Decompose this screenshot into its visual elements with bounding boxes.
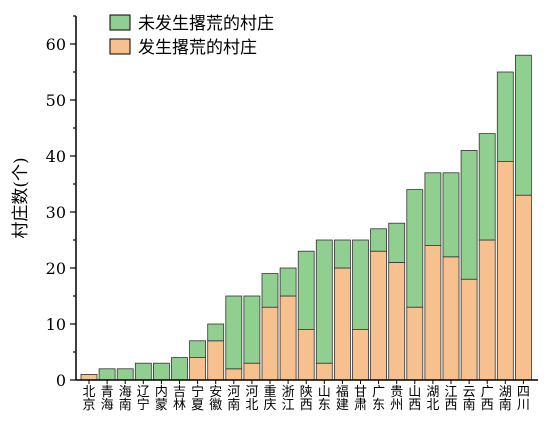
x-tick-label-10: 重庆: [263, 384, 276, 413]
y-tick-label-30: 30: [46, 203, 66, 222]
bar-abandoned-13: [315, 362, 333, 381]
bar-not-abandoned-19: [424, 172, 442, 247]
bar-not-abandoned-14: [333, 239, 351, 269]
bar-abandoned-8: [225, 368, 243, 381]
bar-abandoned-22: [478, 239, 496, 381]
x-tick-label-6: 宁夏: [191, 384, 204, 413]
bar-abandoned-6: [189, 357, 207, 381]
x-tick-label-15: 甘肃: [354, 385, 367, 413]
x-tick-label-17: 贵州: [390, 385, 403, 413]
x-tick-label-4: 内蒙: [155, 384, 168, 413]
bar-not-abandoned-10: [261, 273, 279, 308]
bar-abandoned-17: [388, 261, 406, 381]
y-axis-label-layer: 村庄数(个): [11, 157, 31, 238]
x-tick-label-7: 安徽: [209, 385, 222, 413]
bar-not-abandoned-6: [189, 340, 207, 358]
bar-not-abandoned-1: [98, 368, 116, 381]
y-ticks-layer: 0 10 20 30 40 50 60: [46, 15, 76, 390]
y-tick-label-50: 50: [46, 91, 66, 110]
bar-not-abandoned-12: [297, 250, 315, 330]
bar-abandoned-0: [80, 373, 98, 381]
bar-abandoned-16: [370, 250, 388, 381]
bar-not-abandoned-4: [152, 362, 170, 381]
x-tick-label-16: 广东: [372, 385, 385, 413]
x-labels-layer: 北京青海海南辽宁内蒙吉林宁夏安徽河南河北重庆浙江陕西山东福建甘肃广东贵州山西湖北…: [82, 384, 529, 413]
bar-not-abandoned-18: [406, 189, 424, 308]
legend-swatch-abandoned: [109, 38, 131, 55]
x-tick-label-21: 云南: [463, 385, 476, 413]
bar-not-abandoned-7: [207, 323, 225, 342]
bar-not-abandoned-22: [478, 133, 496, 241]
bar-not-abandoned-5: [171, 357, 188, 381]
x-tick-label-1: 青海: [101, 385, 114, 413]
legend-label-abandoned: 发生撂荒的村庄: [138, 38, 257, 58]
x-tick-label-2: 海南: [119, 385, 132, 413]
x-tick-label-23: 湖南: [499, 385, 512, 413]
legend: 未发生撂荒的村庄 发生撂荒的村庄: [109, 14, 274, 58]
bar-abandoned-24: [515, 194, 532, 381]
x-tick-label-9: 河北: [245, 385, 258, 413]
x-tick-label-3: 辽宁: [137, 385, 150, 413]
legend-label-not-abandoned: 未发生撂荒的村庄: [138, 14, 274, 34]
bar-not-abandoned-2: [116, 368, 134, 381]
x-tick-label-11: 浙江: [282, 385, 295, 413]
bars-layer: [80, 54, 532, 384]
bar-abandoned-19: [424, 245, 442, 381]
bar-not-abandoned-21: [460, 149, 478, 280]
bar-not-abandoned-20: [442, 172, 460, 258]
y-tick-label-40: 40: [46, 147, 66, 166]
bar-abandoned-18: [406, 306, 424, 381]
bar-not-abandoned-15: [352, 239, 369, 330]
bar-abandoned-20: [442, 256, 460, 381]
y-axis-label: 村庄数(个): [11, 157, 31, 238]
bar-not-abandoned-9: [243, 295, 261, 364]
bar-abandoned-15: [352, 329, 369, 381]
x-tick-label-12: 陕西: [300, 385, 313, 413]
bar-not-abandoned-16: [370, 228, 388, 252]
x-tick-label-18: 山西: [408, 385, 421, 413]
bar-abandoned-7: [207, 340, 225, 381]
bar-abandoned-10: [261, 306, 279, 381]
bar-not-abandoned-17: [388, 222, 406, 263]
y-tick-label-20: 20: [46, 259, 66, 278]
bar-not-abandoned-24: [515, 54, 532, 196]
bar-not-abandoned-3: [134, 362, 152, 381]
x-tick-label-13: 山东: [318, 385, 331, 413]
bar-not-abandoned-13: [315, 239, 333, 364]
x-tick-label-19: 湖北: [426, 385, 439, 413]
x-tick-label-20: 江西: [444, 385, 457, 413]
y-tick-label-60: 60: [46, 35, 66, 54]
x-tick-label-0: 北京: [82, 385, 95, 413]
bar-abandoned-23: [496, 161, 514, 381]
y-tick-label-0: 0: [56, 371, 66, 390]
legend-swatch-not-abandoned: [109, 14, 131, 31]
x-tick-label-24: 四川: [517, 385, 530, 413]
axes-layer: [75, 16, 538, 381]
y-tick-label-10: 10: [46, 315, 66, 334]
bar-abandoned-14: [333, 267, 351, 381]
bar-abandoned-12: [297, 329, 315, 381]
bar-not-abandoned-11: [279, 267, 297, 297]
bar-not-abandoned-8: [225, 295, 243, 370]
bar-abandoned-11: [279, 295, 297, 381]
x-tick-label-22: 广西: [481, 385, 494, 413]
x-tick-label-14: 福建: [336, 385, 349, 413]
x-tick-label-5: 吉林: [173, 385, 186, 413]
bar-abandoned-9: [243, 362, 261, 381]
x-tick-label-8: 河南: [227, 385, 240, 413]
bar-not-abandoned-23: [496, 71, 514, 162]
bar-abandoned-21: [460, 278, 478, 381]
